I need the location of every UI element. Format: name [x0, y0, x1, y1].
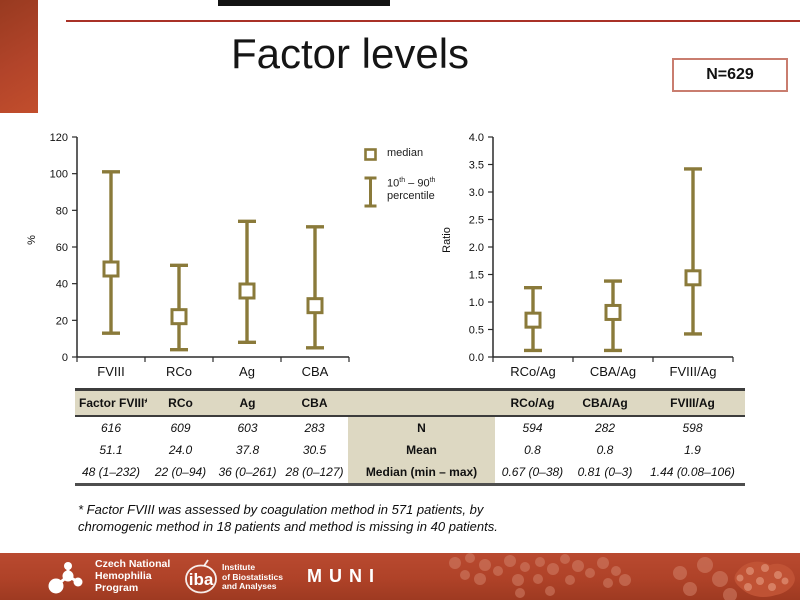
table-value-cell: 0.8	[524, 443, 541, 457]
factor-levels-error-bar-chart: 0 20 40 60 80 100 120 FVIII RCo Ag CBA%	[26, 132, 350, 379]
svg-text:2.0: 2.0	[469, 242, 484, 254]
svg-text:FVIII/Ag: FVIII/Ag	[670, 364, 717, 379]
table-row-label: Mean	[348, 439, 495, 461]
table-header-cell: RCo/Ag	[495, 391, 570, 417]
n-count-badge: N=629	[672, 58, 788, 92]
iba-logo-icon: iba	[185, 559, 217, 594]
table-value-cell: 598	[682, 421, 703, 435]
svg-text:%: %	[26, 235, 38, 245]
svg-text:20: 20	[56, 315, 68, 327]
top-clipped-element	[218, 0, 390, 6]
table-row: 48 (1–232) 22 (0–94) 36 (0–261) 28 (0–127) M…	[75, 461, 745, 483]
svg-text:120: 120	[50, 132, 68, 144]
table-value-cell: 282	[594, 421, 616, 435]
svg-text:Ratio: Ratio	[441, 227, 453, 253]
svg-text:1.0: 1.0	[469, 297, 484, 309]
footnote: * Factor FVIII was assessed by coagulati…	[78, 502, 498, 534]
statistics-table: Factor FVIII* RCo Ag CBA RCo/Ag CBA/Ag FVIII/A…	[75, 388, 745, 486]
table-value-cell: 37.8	[235, 443, 260, 457]
table-value-cell: 0.81 (0–3)	[577, 465, 633, 479]
legend-median-label: median	[387, 147, 424, 159]
svg-text:iba: iba	[189, 570, 214, 589]
svg-text:0.0: 0.0	[469, 352, 484, 364]
title-rule-line	[66, 20, 800, 22]
svg-text:100: 100	[50, 169, 68, 181]
table-header-cell: Ag	[214, 391, 281, 417]
table-value-cell: 594	[522, 421, 543, 435]
svg-text:80: 80	[56, 205, 68, 217]
svg-text:1.5: 1.5	[469, 270, 484, 282]
svg-text:0.5: 0.5	[469, 325, 484, 337]
svg-text:CBA/Ag: CBA/Ag	[590, 364, 636, 379]
table-header-cell: Factor FVIII*	[75, 391, 147, 417]
table-header-row: Factor FVIII* RCo Ag CBA RCo/Ag CBA/Ag FVIII/A…	[75, 391, 745, 417]
svg-text:FVIII: FVIII	[97, 364, 124, 379]
slide-title: Factor levels	[230, 30, 470, 77]
svg-text:2.5: 2.5	[469, 215, 484, 227]
legend-median-row: median	[363, 147, 435, 162]
percentile-whisker-icon	[364, 176, 377, 208]
table-row: 51.1 24.0 37.8 30.5 Mean 0.8 0.8 1.9	[75, 439, 745, 461]
svg-text:RCo/Ag: RCo/Ag	[510, 364, 556, 379]
svg-text:40: 40	[56, 279, 68, 291]
iba-logo-text: Institute of Biostatistics and Analyses	[222, 562, 283, 591]
chart-legend: median 10th – 90th percentile	[363, 147, 435, 222]
table-header-cell: FVIII/Ag	[640, 391, 745, 417]
legend-percentile-row: 10th – 90th percentile	[363, 175, 435, 209]
table-value-cell: 609	[170, 421, 191, 435]
table-header-cell: CBA/Ag	[570, 391, 640, 417]
table-row: 616 609 603 283 N 594 282 598	[75, 416, 745, 439]
table-value-cell: 48 (1–232)	[81, 465, 141, 479]
table-value-cell: 283	[304, 421, 325, 435]
table-value-cell: 0.67 (0–38)	[501, 465, 564, 479]
footer-molecule-pattern	[449, 553, 795, 600]
median-square-icon	[364, 148, 377, 161]
svg-text:CBA: CBA	[302, 364, 329, 379]
left-accent-bar	[0, 0, 38, 113]
table-value-cell: 1.44 (0.08–106)	[650, 465, 735, 479]
cnhp-logo-text: Czech National Hemophilia Program	[95, 558, 171, 594]
svg-text:3.5: 3.5	[469, 160, 484, 172]
footer-bar: Czech National Hemophilia Program iba In…	[0, 553, 800, 600]
legend-percentile-label: 10th – 90th percentile	[387, 177, 436, 202]
table-value-cell: 28 (0–127)	[285, 465, 344, 479]
table-header-cell	[348, 391, 495, 417]
table-value-cell: 616	[100, 421, 122, 435]
svg-text:3.0: 3.0	[469, 187, 484, 199]
table-value-cell: 30.5	[302, 443, 327, 457]
svg-text:Ag: Ag	[239, 364, 255, 379]
svg-text:60: 60	[56, 242, 68, 254]
muni-logo: MUNI	[307, 566, 381, 586]
table-body: 616 609 603 283 N 594 282 598 51.1 24.0 37.8 30.5 Me…	[75, 416, 745, 483]
table-value-cell: 22 (0–94)	[154, 465, 207, 479]
table-value-cell: 1.9	[684, 443, 701, 457]
svg-text:0: 0	[62, 352, 68, 364]
table-value-cell: 0.8	[596, 443, 614, 457]
svg-text:4.0: 4.0	[469, 132, 484, 144]
table-row-label: Median (min – max)	[348, 461, 495, 483]
cnhp-molecule-icon	[48, 562, 83, 594]
table-header-cell: CBA	[281, 391, 348, 417]
table-value-cell: 603	[237, 421, 258, 435]
table-value-cell: 51.1	[99, 443, 123, 457]
svg-text:RCo: RCo	[166, 364, 192, 379]
ratio-error-bar-chart: 0.0 0.5 1.0 1.5 2.0 2.5 3.0 3.5 4.0 RCo/Ag CBA/Ag F…	[441, 132, 734, 379]
table-header-cell: RCo	[147, 391, 214, 417]
table-value-cell: 24.0	[168, 443, 193, 457]
table-value-cell: 36 (0–261)	[218, 465, 277, 479]
table-row-label: N	[348, 416, 495, 439]
